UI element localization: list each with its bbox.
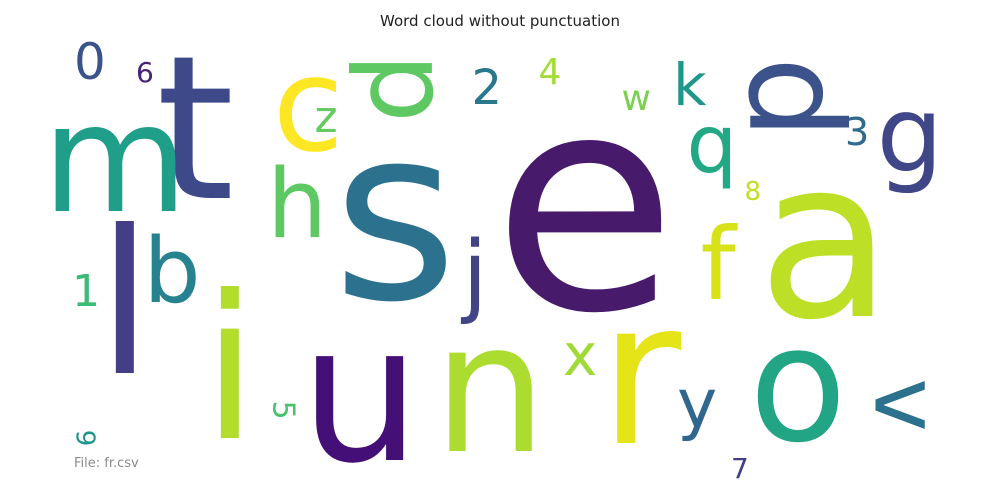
word-q: q xyxy=(686,98,738,191)
word-5: 5 xyxy=(265,400,301,420)
word-m: m xyxy=(42,73,189,247)
word-c: c xyxy=(272,29,344,181)
chart-title: Word cloud without punctuation xyxy=(380,12,620,30)
word-i: i xyxy=(202,253,258,486)
word-x: x xyxy=(563,321,598,389)
word-s: s xyxy=(332,75,458,355)
word-9: 9 xyxy=(68,429,99,447)
word-6: 6 xyxy=(136,56,154,89)
word-k: k xyxy=(673,51,707,119)
word-u: u xyxy=(300,284,421,500)
word-g: g xyxy=(876,73,944,196)
word-z: z xyxy=(314,92,338,143)
word-v: v xyxy=(853,378,959,432)
word-7: 7 xyxy=(731,452,749,485)
word-d: d xyxy=(718,56,871,140)
word-l: l xyxy=(97,188,153,421)
word-o: o xyxy=(749,291,847,478)
word-f: f xyxy=(700,206,736,323)
word-3: 3 xyxy=(845,110,870,154)
word-4: 4 xyxy=(538,52,562,93)
word-e: e xyxy=(492,30,678,379)
word-2: 2 xyxy=(471,60,503,116)
word-1: 1 xyxy=(72,266,100,317)
file-caption: File: fr.csv xyxy=(74,456,139,471)
word-h: h xyxy=(267,149,328,260)
word-r: r xyxy=(599,258,682,491)
word-p: p xyxy=(345,53,474,123)
word-8: 8 xyxy=(744,177,762,207)
word-y: y xyxy=(677,365,718,444)
word-b: b xyxy=(143,219,201,324)
word-t: t xyxy=(156,13,235,246)
word-j: j xyxy=(462,222,488,327)
word-n: n xyxy=(433,285,548,494)
word-w: w xyxy=(621,78,651,119)
word-a: a xyxy=(757,112,893,368)
word-0: 0 xyxy=(74,33,106,91)
